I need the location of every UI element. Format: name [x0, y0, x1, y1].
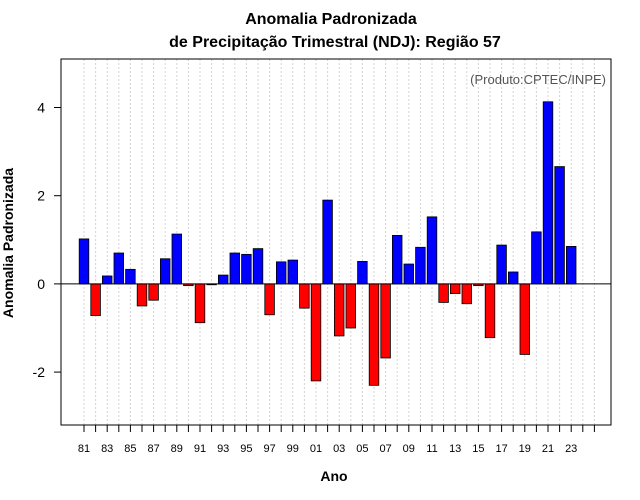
y-axis: -2 0 2 4: [33, 100, 61, 380]
x-tick-label: 97: [263, 443, 275, 455]
bar-99: [287, 259, 299, 285]
bar-82: [90, 283, 101, 317]
x-tick-label: 17: [495, 443, 507, 455]
bar-12: [438, 283, 449, 303]
x-tick-label: 11: [426, 443, 437, 455]
y-tick-label: 4: [37, 100, 45, 116]
bar-11: [426, 216, 438, 285]
bar-13: [449, 283, 461, 294]
x-axis-label: Ano: [320, 468, 347, 484]
bar-21: [542, 101, 554, 285]
bar-03: [333, 283, 345, 337]
bar-18: [507, 271, 519, 285]
chart-title: Anomalia Padronizada: [245, 11, 417, 28]
bar-89: [171, 233, 183, 285]
bar-96: [252, 248, 264, 285]
bar-10: [415, 246, 426, 285]
bar-06: [368, 283, 380, 386]
bar-98: [275, 261, 287, 285]
bar-83: [102, 275, 113, 285]
x-tick-label: 03: [333, 443, 345, 455]
bar-87: [148, 283, 159, 301]
bar-07: [380, 283, 391, 359]
y-axis-label: Anomalia Padronizada: [0, 168, 16, 318]
bar-02: [322, 199, 333, 285]
y-tick-label: 2: [37, 188, 45, 204]
bar-05: [357, 261, 368, 285]
x-tick-label: 23: [565, 443, 577, 455]
x-tick-label: 07: [379, 443, 391, 455]
bar-09: [403, 263, 415, 285]
x-tick-label: 21: [542, 443, 554, 455]
chart-subtitle: de Precipitação Trimestral (NDJ): Região…: [169, 34, 501, 51]
x-tick-label: 87: [147, 443, 159, 455]
y-tick-label: 0: [37, 276, 45, 292]
x-tick-label: 09: [403, 443, 415, 455]
bar-22: [554, 166, 565, 285]
x-tick-label: 93: [217, 443, 229, 455]
bar-08: [391, 234, 403, 285]
bar-20: [531, 231, 542, 285]
bar-16: [484, 283, 496, 339]
x-tick-label: 95: [240, 443, 252, 455]
y-tick-label: -2: [33, 364, 46, 380]
x-tick-label: 01: [310, 443, 322, 455]
bar-94: [229, 252, 241, 285]
bar-19: [519, 283, 531, 355]
x-tick-label: 85: [124, 443, 136, 455]
x-tick-label: 81: [78, 443, 90, 455]
x-tick-label: 99: [287, 443, 299, 455]
bar-14: [461, 283, 473, 305]
bar-85: [125, 268, 136, 285]
x-tick-label: 13: [449, 443, 461, 455]
grid-lines: [83, 59, 595, 425]
plot-frame: [60, 58, 612, 426]
bar-93: [217, 274, 229, 285]
x-tick-label: 15: [472, 443, 484, 455]
bar-04: [345, 283, 357, 329]
source-annotation: (Produto:CPTEC/INPE): [470, 72, 606, 87]
x-axis: 81 83 85 87 89 91 93 95 97 99 01 03 05 07 09 11 13 15 17 19…: [78, 425, 595, 455]
bar-95: [241, 253, 252, 285]
bar-81: [78, 238, 90, 285]
x-tick-label: 05: [356, 443, 368, 455]
bar-88: [159, 258, 171, 285]
bar-97: [264, 283, 275, 316]
x-tick-label: 89: [171, 443, 183, 455]
bar-84: [113, 252, 125, 285]
x-tick-label: 91: [194, 443, 206, 455]
x-tick-label: 19: [519, 443, 531, 455]
bar-17: [496, 244, 507, 285]
x-tick-label: 83: [101, 443, 113, 455]
bar-01: [310, 283, 322, 382]
bar-91: [194, 283, 206, 324]
bar-00: [299, 283, 310, 309]
bar-23: [566, 246, 577, 285]
bar-86: [136, 283, 148, 307]
